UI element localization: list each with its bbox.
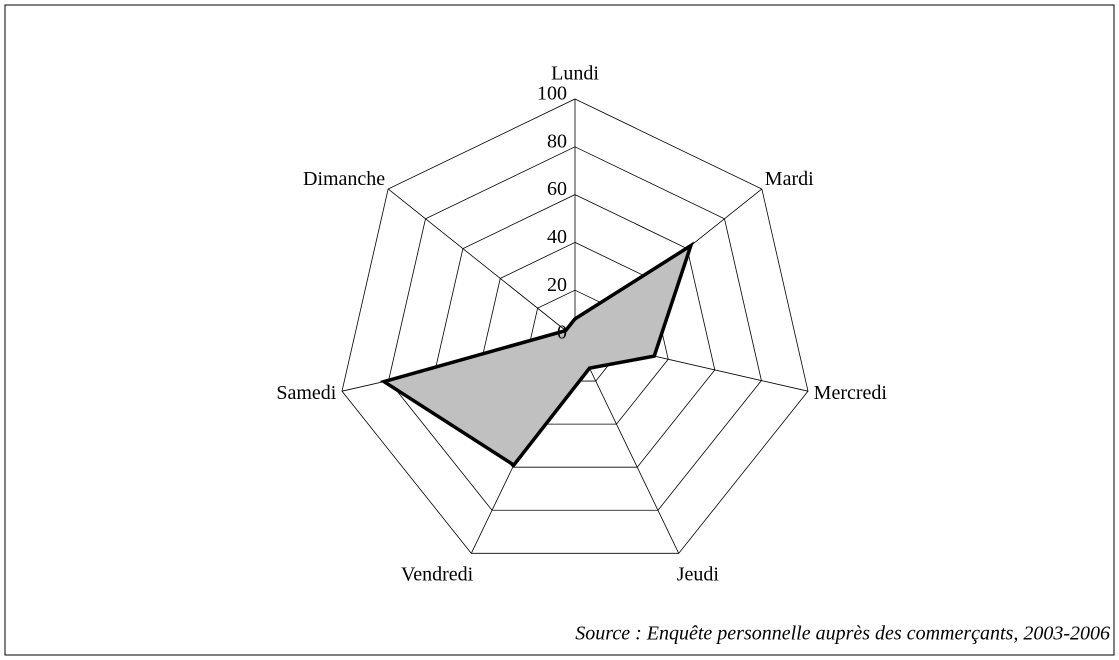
frame <box>4 4 1115 656</box>
radial-tick-label: 0 <box>557 322 567 344</box>
category-label: Lundi <box>551 63 599 85</box>
category-label: Mercredi <box>814 382 888 404</box>
radial-tick-label: 20 <box>547 274 567 296</box>
category-label: Vendredi <box>401 564 474 586</box>
grid-ring <box>388 146 762 511</box>
category-label: Jeudi <box>677 564 720 586</box>
source-note: Source : Enquête personnelle auprès des … <box>575 623 1110 645</box>
radial-tick-label: 100 <box>537 83 567 105</box>
category-label: Dimanche <box>303 168 385 190</box>
radial-tick-label: 40 <box>547 226 567 248</box>
radial-tick-label: 60 <box>547 178 567 200</box>
grid-ring <box>434 194 716 468</box>
category-label: Mardi <box>765 168 814 190</box>
series-area <box>379 241 695 468</box>
category-label: Samedi <box>276 382 336 404</box>
axis-spoke <box>574 337 680 554</box>
axis-spoke <box>387 188 576 339</box>
radial-tick-label: 80 <box>547 130 567 152</box>
grid-ring <box>341 98 809 554</box>
